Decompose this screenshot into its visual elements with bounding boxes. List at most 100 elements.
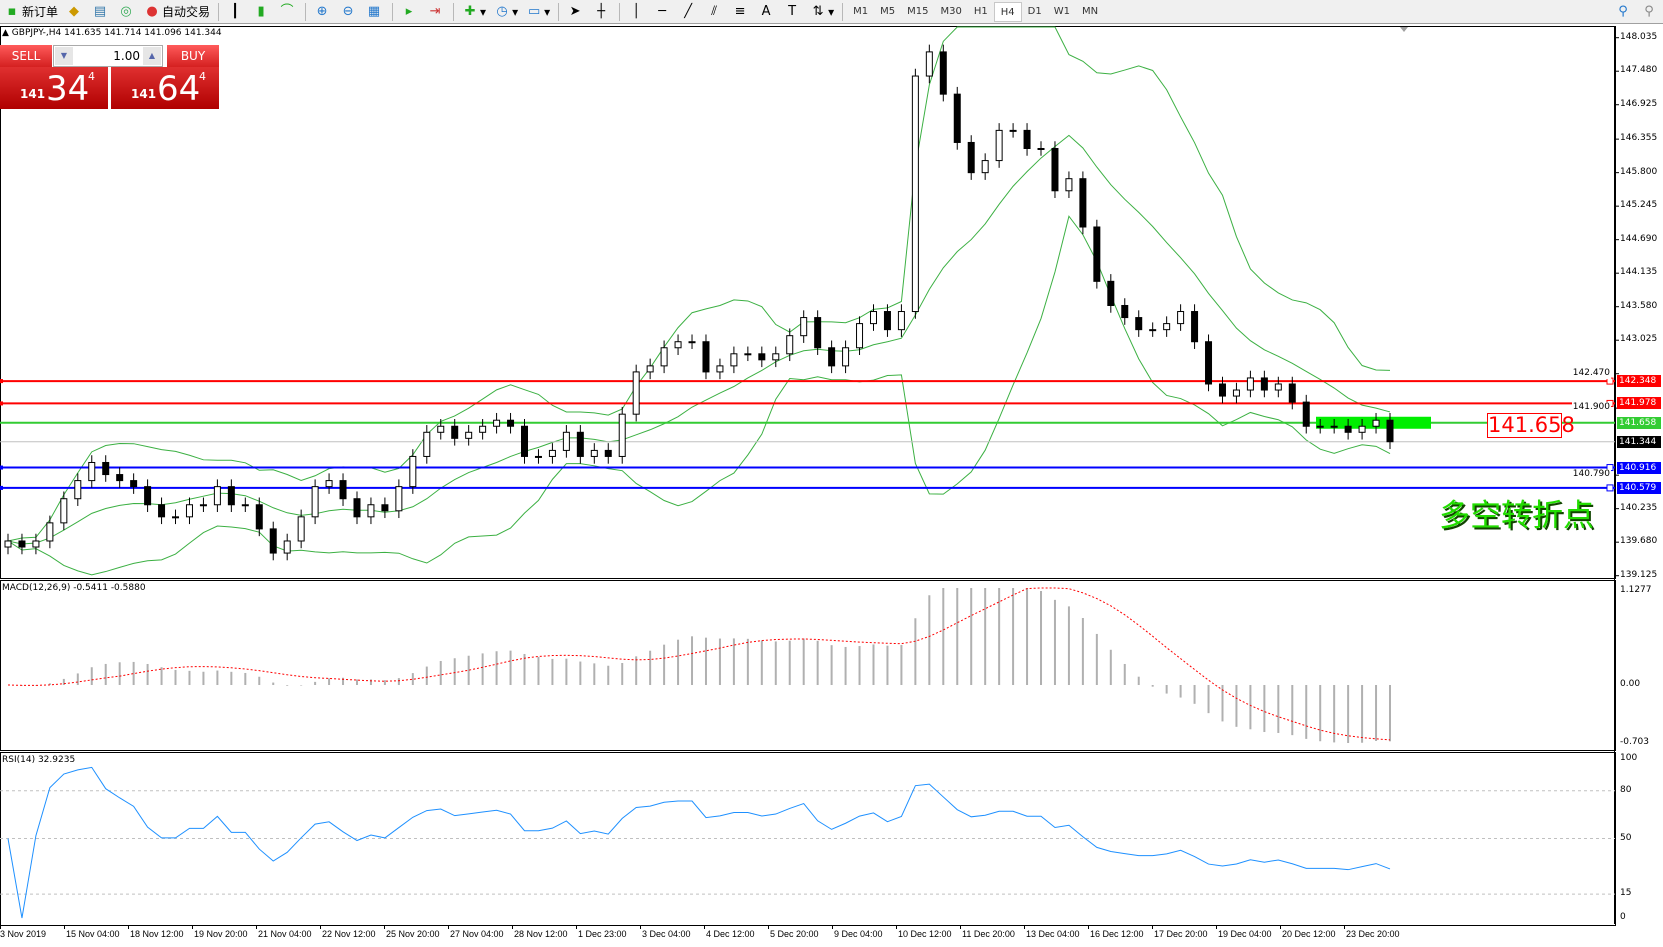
separator xyxy=(842,2,844,21)
line-chart-button[interactable]: ⌒ xyxy=(275,1,301,23)
tile-windows-button[interactable]: ▦ xyxy=(362,1,388,23)
bullish-candle xyxy=(856,323,864,349)
bearish-candle xyxy=(521,425,529,457)
folder-icon: ◆ xyxy=(69,3,80,19)
bullish-candle xyxy=(283,540,291,554)
time-axis-label: 20 Dec 12:00 xyxy=(1282,929,1336,939)
new-order-button[interactable]: ▪ 新订单 xyxy=(0,1,62,23)
sell-button[interactable]: SELL xyxy=(0,45,52,67)
price-axis-label: 144.690 xyxy=(1620,233,1658,244)
text-button[interactable]: A xyxy=(754,1,780,23)
community-search-button[interactable]: ⚲ xyxy=(1637,1,1663,23)
channel-button[interactable]: ⫽ xyxy=(702,1,728,23)
bullish-candle xyxy=(1274,383,1282,391)
vertical-line-button[interactable]: │ xyxy=(624,1,650,23)
chart-shift-button[interactable]: ⇥ xyxy=(423,1,449,23)
time-axis-label: 5 Dec 20:00 xyxy=(770,929,819,939)
navigator-button[interactable]: ▤ xyxy=(88,1,114,23)
autoscroll-button[interactable]: ▸ xyxy=(397,1,423,23)
price-axis-label: 146.355 xyxy=(1620,133,1658,144)
bullish-candle xyxy=(46,522,54,542)
buy-price[interactable]: 141 64 4 xyxy=(111,67,219,109)
time-axis-label: 11 Dec 20:00 xyxy=(962,929,1015,939)
main-panel-border xyxy=(0,26,1616,579)
signals-button[interactable]: ◎ xyxy=(114,1,140,23)
candlestick-button[interactable]: ▮ xyxy=(249,1,275,23)
bullish-candle xyxy=(1149,329,1157,332)
fibonacci-icon: ≡ xyxy=(734,3,746,19)
timeframe-h1[interactable]: H1 xyxy=(973,5,988,17)
bullish-candle xyxy=(562,431,570,451)
bullish-candle xyxy=(423,431,431,457)
separator xyxy=(558,2,560,21)
arrows-button[interactable]: ⇅ ▾ xyxy=(806,1,838,23)
lot-decrease-icon[interactable]: ▼ xyxy=(55,47,73,65)
timeframe-w1[interactable]: W1 xyxy=(1053,5,1070,17)
trendline-icon: ╱ xyxy=(684,3,693,19)
lot-increase-icon[interactable]: ▲ xyxy=(143,47,161,65)
bullish-candle xyxy=(493,419,501,427)
bullish-candle xyxy=(1232,389,1240,397)
zoom-out-button[interactable]: ⊖ xyxy=(336,1,362,23)
level-handle-icon xyxy=(0,465,3,470)
bearish-candle xyxy=(967,141,975,174)
timeframe-m30[interactable]: M30 xyxy=(940,5,962,17)
bullish-candle xyxy=(632,371,640,415)
fibonacci-button[interactable]: ≡ xyxy=(728,1,754,23)
bullish-candle xyxy=(60,498,68,524)
cursor-button[interactable]: ➤ xyxy=(563,1,589,23)
chart-window[interactable] xyxy=(0,26,1615,924)
bearish-candle xyxy=(1093,226,1101,282)
zoom-in-button[interactable]: ⊕ xyxy=(310,1,336,23)
bearish-candle xyxy=(953,93,961,143)
horizontal-line-icon: ─ xyxy=(658,3,667,19)
price-annotation-label[interactable]: 141.658 xyxy=(1487,413,1575,438)
price-level-tag: 142.348 xyxy=(1617,375,1661,388)
bullish-candle xyxy=(437,425,445,433)
new-order-icon: ▪ xyxy=(7,3,17,19)
timeframe-bar: M1 M5 M15 M30 H1 H4 D1 W1 MN xyxy=(847,1,1104,22)
bullish-candle xyxy=(185,504,193,518)
bullish-candle xyxy=(1372,419,1380,427)
rsi-title: RSI(14) 32.9235 xyxy=(2,755,76,765)
lot-size-input[interactable]: ▼ 1.00 ▲ xyxy=(53,45,163,67)
channel-icon: ⫽ xyxy=(711,3,718,19)
bollinger-lower-band xyxy=(7,215,1391,576)
timeframe-m1[interactable]: M1 xyxy=(853,5,869,17)
templates-button[interactable]: ▭ ▾ xyxy=(527,3,551,19)
timeframe-m15[interactable]: M15 xyxy=(907,5,929,17)
level-handle-icon xyxy=(0,401,3,406)
bearish-candle xyxy=(1107,280,1115,306)
bar-chart-button[interactable]: ┃ xyxy=(223,1,249,23)
bullish-candle xyxy=(1316,425,1324,428)
buy-button[interactable]: BUY xyxy=(167,45,219,67)
horizontal-line-button[interactable]: ─ xyxy=(650,1,676,23)
market-watch-button[interactable]: ◆ xyxy=(62,1,88,23)
turning-point-annotation[interactable]: 多空转折点 xyxy=(1439,498,1594,534)
indicators-button[interactable]: ✚ ▾ xyxy=(458,1,490,23)
sell-price[interactable]: 141 34 4 xyxy=(0,67,108,109)
price-axis-label: 146.925 xyxy=(1620,98,1658,109)
crosshair-button[interactable]: ┼ xyxy=(589,1,615,23)
auto-trading-button[interactable]: ● 自动交易 xyxy=(140,1,214,23)
time-axis-label: 4 Dec 12:00 xyxy=(706,929,755,939)
arrows-icon: ⇅ xyxy=(812,3,824,19)
signal-icon: ◎ xyxy=(120,3,132,19)
bullish-candle xyxy=(1330,425,1338,428)
candlestick-icon: ▮ xyxy=(257,3,265,19)
timeframe-m5[interactable]: M5 xyxy=(880,5,896,17)
timeframe-mn[interactable]: MN xyxy=(1081,5,1099,17)
collapse-arrow-icon[interactable]: ▲ xyxy=(2,28,12,38)
time-axis-label: 3 Nov 2019 xyxy=(0,929,47,939)
trendline-button[interactable]: ╱ xyxy=(676,1,702,23)
bearish-candle xyxy=(353,498,361,518)
macd-title: MACD(12,26,9) -0.5411 -0.5880 xyxy=(2,583,146,593)
periods-button[interactable]: ◷ ▾ xyxy=(490,1,522,23)
timeframe-h4[interactable]: H4 xyxy=(993,1,1022,22)
timeframe-d1[interactable]: D1 xyxy=(1027,5,1042,17)
level-handle-icon xyxy=(1606,377,1614,385)
search-button[interactable]: ⚲ xyxy=(1611,1,1637,23)
text-label-button[interactable]: T xyxy=(780,1,806,23)
bar-chart-icon: ┃ xyxy=(231,3,239,19)
